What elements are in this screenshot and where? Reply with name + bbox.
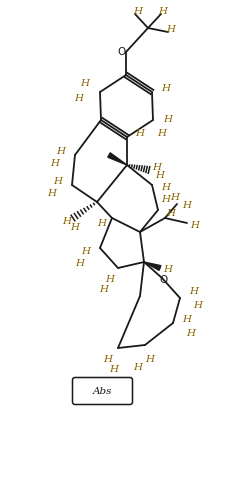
Text: H: H <box>183 316 192 325</box>
Text: H: H <box>163 265 173 275</box>
Text: H: H <box>153 164 161 172</box>
Text: H: H <box>161 183 170 193</box>
Text: H: H <box>106 276 114 285</box>
Text: H: H <box>50 160 59 168</box>
Text: O: O <box>118 47 126 57</box>
Text: H: H <box>47 190 57 199</box>
Text: H: H <box>109 366 118 374</box>
Text: H: H <box>99 286 109 294</box>
Text: H: H <box>183 202 192 210</box>
Text: H: H <box>166 208 175 217</box>
Text: H: H <box>81 80 89 88</box>
Text: H: H <box>155 170 165 179</box>
Text: H: H <box>98 218 106 228</box>
Text: O: O <box>160 275 168 285</box>
Text: H: H <box>193 301 202 311</box>
FancyBboxPatch shape <box>72 377 133 405</box>
Text: H: H <box>136 129 145 138</box>
Text: H: H <box>163 115 173 124</box>
Text: H: H <box>54 176 62 186</box>
Text: H: H <box>158 128 166 137</box>
Text: H: H <box>62 217 72 227</box>
Text: H: H <box>166 26 175 35</box>
Text: H: H <box>81 247 91 256</box>
Text: H: H <box>158 7 168 16</box>
Text: H: H <box>161 196 170 205</box>
Text: Abs: Abs <box>93 386 112 396</box>
Text: H: H <box>190 288 198 296</box>
Text: H: H <box>133 363 143 371</box>
Text: H: H <box>74 94 84 104</box>
Text: H: H <box>104 356 113 365</box>
Text: H: H <box>190 220 200 230</box>
Polygon shape <box>144 262 161 270</box>
Text: H: H <box>76 259 84 269</box>
Text: H: H <box>146 355 155 364</box>
Text: H: H <box>161 84 170 93</box>
Text: H: H <box>71 223 79 233</box>
Text: H: H <box>170 194 180 203</box>
Text: H: H <box>57 147 66 156</box>
Text: H: H <box>133 7 143 16</box>
Polygon shape <box>108 153 127 165</box>
Text: H: H <box>187 329 195 337</box>
